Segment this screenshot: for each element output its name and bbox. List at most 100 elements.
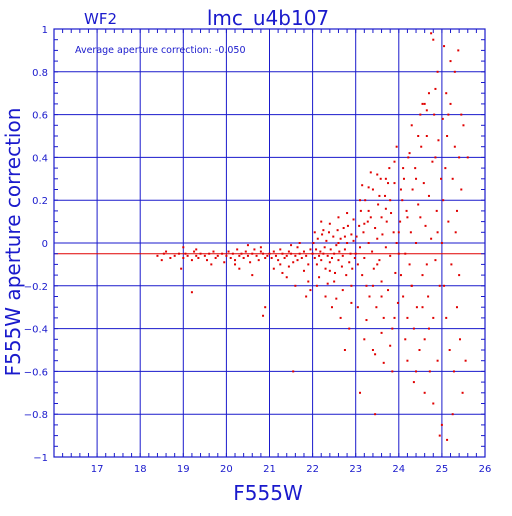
data-point	[374, 227, 377, 230]
data-point	[425, 135, 428, 137]
data-point	[434, 87, 437, 90]
data-point	[393, 316, 396, 319]
data-point	[319, 250, 322, 253]
data-point	[455, 209, 458, 212]
data-point	[274, 254, 277, 257]
data-point	[461, 391, 464, 394]
data-point	[441, 117, 444, 120]
data-point	[244, 250, 247, 253]
data-point	[290, 252, 293, 255]
data-point	[285, 254, 288, 257]
data-point	[451, 413, 454, 416]
data-point	[451, 177, 454, 180]
data-point	[330, 256, 333, 259]
x-tick-label: 17	[91, 464, 104, 475]
data-point	[195, 248, 198, 251]
data-point	[356, 263, 359, 266]
x-tick-label: 19	[177, 464, 190, 475]
data-point	[388, 167, 391, 170]
data-point	[384, 177, 387, 180]
data-point	[315, 284, 318, 287]
data-point	[324, 295, 327, 298]
data-point	[359, 209, 362, 212]
data-point	[445, 316, 448, 319]
data-point	[363, 222, 366, 225]
data-point	[415, 242, 418, 244]
data-point	[435, 209, 438, 212]
data-point	[393, 182, 396, 185]
data-point	[410, 124, 413, 127]
data-point	[397, 231, 400, 234]
data-point	[294, 284, 297, 287]
data-point	[287, 250, 290, 253]
data-point	[162, 252, 165, 255]
data-point	[337, 216, 340, 219]
plot-border	[53, 28, 486, 458]
data-point	[425, 263, 428, 266]
data-point	[355, 235, 358, 238]
data-point	[363, 256, 366, 259]
data-point	[414, 167, 417, 170]
data-point	[309, 289, 312, 292]
data-point	[374, 353, 377, 356]
data-point	[322, 229, 325, 232]
data-point	[190, 259, 193, 262]
data-point	[296, 246, 299, 249]
data-point	[448, 349, 451, 351]
data-point	[311, 252, 314, 255]
data-point	[378, 194, 381, 197]
data-point	[411, 188, 414, 191]
data-point	[363, 338, 366, 341]
data-point	[346, 224, 349, 227]
data-point	[443, 284, 446, 287]
data-point	[368, 295, 371, 298]
x-tick-label: 21	[263, 464, 276, 475]
data-point	[281, 252, 284, 255]
data-point	[352, 239, 355, 242]
data-point	[234, 259, 237, 262]
data-point	[369, 216, 372, 219]
data-point	[173, 254, 176, 257]
data-point	[371, 250, 374, 253]
data-point	[210, 263, 213, 266]
data-point	[322, 252, 325, 255]
data-point	[460, 188, 463, 191]
data-point	[329, 248, 332, 251]
data-point	[399, 274, 402, 277]
data-point	[427, 194, 430, 197]
data-point	[229, 256, 232, 259]
data-point	[208, 252, 211, 255]
data-point	[292, 370, 295, 373]
data-point	[387, 182, 390, 185]
data-point	[433, 113, 436, 116]
data-point	[223, 261, 226, 264]
data-point	[455, 306, 458, 309]
data-point	[270, 256, 273, 259]
data-point	[206, 259, 209, 262]
data-point	[395, 242, 398, 244]
data-point	[328, 222, 331, 225]
data-point	[327, 231, 330, 234]
data-point	[458, 274, 461, 277]
data-point	[236, 248, 239, 251]
data-point	[371, 284, 374, 287]
chart-title: lmc_u4b107	[207, 6, 329, 30]
data-point	[193, 250, 196, 253]
data-point	[246, 254, 249, 257]
data-point	[359, 199, 362, 202]
data-point	[266, 254, 269, 257]
data-point	[328, 261, 331, 264]
data-point	[392, 231, 395, 234]
data-point	[377, 203, 380, 206]
data-point	[387, 289, 390, 292]
data-point	[430, 237, 433, 240]
data-point	[177, 252, 180, 255]
y-tick-label: 0.4	[32, 153, 48, 164]
data-point	[323, 246, 326, 249]
data-point	[325, 239, 328, 242]
panel-label: WF2	[84, 10, 117, 28]
data-point	[406, 359, 409, 362]
data-point	[453, 70, 456, 73]
average-annotation: Average aperture correction: -0.050	[75, 45, 246, 56]
